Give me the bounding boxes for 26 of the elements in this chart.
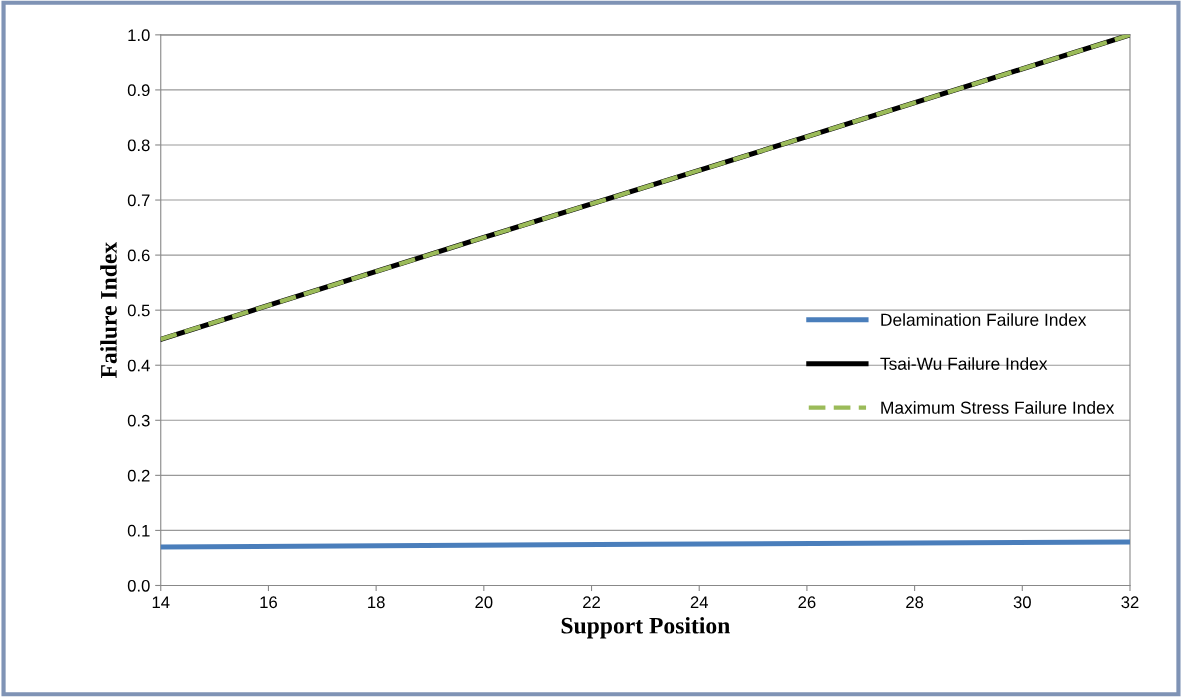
- y-axis-title: Failure Index: [100, 241, 117, 379]
- x-tick-label: 18: [368, 596, 385, 609]
- legend-label: Maximum Stress Failure Index: [881, 401, 1115, 414]
- y-tick-label: 0.0: [127, 579, 150, 592]
- legend-label: Tsai-Wu Failure Index: [880, 357, 1048, 370]
- legend-label: Delamination Failure Index: [881, 313, 1087, 326]
- y-tick-label: 0.4: [127, 359, 150, 372]
- y-tick-label: 0.3: [127, 414, 150, 427]
- y-tick-label: 0.6: [127, 249, 150, 262]
- x-tick-label: 30: [1013, 596, 1031, 609]
- x-axis-title: Support Position: [561, 616, 730, 639]
- y-tick-label: 1.0: [128, 29, 150, 42]
- y-tick-label: 0.7: [127, 194, 150, 207]
- x-tick-label: 14: [152, 596, 170, 608]
- y-tick-label: 0.9: [127, 84, 150, 97]
- y-tick-label: 0.2: [127, 469, 150, 482]
- x-tick-label: 16: [260, 596, 277, 609]
- y-tick-label: 0.8: [127, 139, 150, 152]
- x-tick-label: 24: [690, 596, 708, 608]
- x-tick-label: 28: [906, 596, 924, 609]
- x-tick-label: 26: [798, 596, 816, 609]
- y-tick-label: 0.5: [127, 304, 150, 317]
- x-tick-label: 22: [583, 596, 600, 608]
- x-tick-label: 20: [475, 596, 493, 609]
- y-tick-label: 0.1: [127, 524, 150, 537]
- x-tick-label: 32: [1121, 596, 1139, 609]
